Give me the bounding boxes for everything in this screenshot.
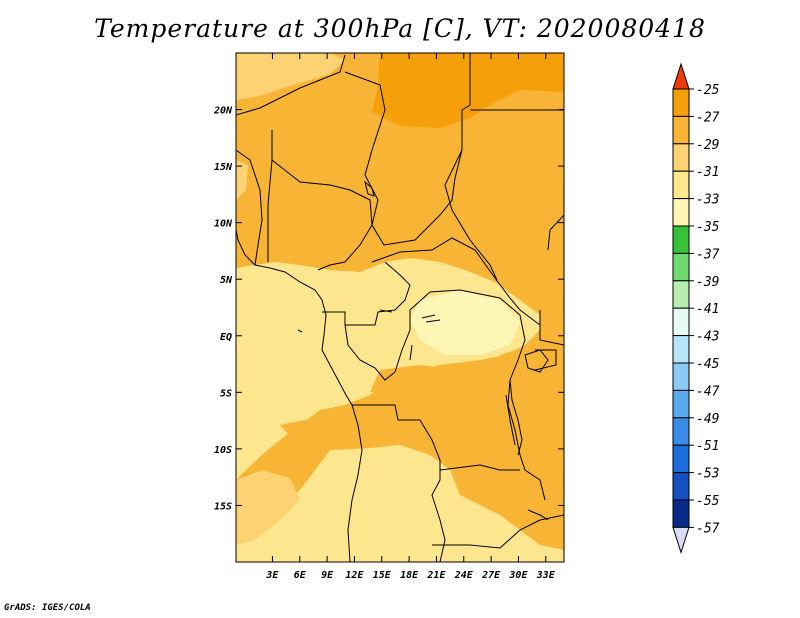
colorbar-segment <box>672 88 690 117</box>
colorbar-segment <box>672 225 690 254</box>
lake-victoria <box>524 349 549 373</box>
field-cool-southwest <box>236 470 300 545</box>
colorbar-segment <box>672 499 690 528</box>
colorbar-segment <box>672 389 690 419</box>
coastline-west <box>236 229 363 562</box>
x-axis: 3E 6E 9E 12E 15E 18E 21E 24E 27E 30E 33E <box>265 53 556 581</box>
y-tick-label: 20N <box>213 106 233 117</box>
colorbar-label: -43 <box>696 330 719 345</box>
colorbar-label: -55 <box>696 494 720 509</box>
colorbar-label: -25 <box>696 83 720 98</box>
y-axis: 20N 15N 10N 5N EQ 5S 10S 15S <box>213 106 564 512</box>
field-warm-east <box>500 335 564 480</box>
colorbar-top-arrow <box>672 62 690 90</box>
map-frame <box>235 52 565 563</box>
colorbar-segment <box>672 444 690 474</box>
colorbar-segment <box>672 170 690 200</box>
colorbar-label: -49 <box>696 412 719 427</box>
border-car <box>371 237 541 326</box>
colorbar-label: -31 <box>696 165 719 180</box>
colorbar-label: -51 <box>696 439 719 454</box>
border-sahel-north <box>236 53 471 246</box>
colorbar-bottom-arrow <box>672 526 690 555</box>
temperature-field <box>236 53 564 562</box>
colorbar-segment <box>672 198 690 227</box>
colorbar-label: -41 <box>696 302 719 317</box>
colorbar-segment <box>672 362 690 391</box>
colorbar-segment <box>672 472 690 501</box>
y-tick-label: 10N <box>214 219 233 230</box>
x-tick-label: 27E <box>481 570 501 581</box>
border-chad-sudan <box>444 109 564 281</box>
colorbar-label: -39 <box>696 275 719 290</box>
colorbar-segment <box>672 143 690 172</box>
colorbar-label: -33 <box>696 193 719 208</box>
field-warm-congo <box>370 365 480 402</box>
colorbar-label: -47 <box>696 384 720 399</box>
colorbar-segment <box>672 115 690 145</box>
y-tick-label: 15N <box>214 162 233 173</box>
border-nigeria <box>271 159 373 271</box>
x-tick-label: 30E <box>508 570 528 581</box>
colorbar: -25 -27 -29 -31 -33 -35 -37 -39 -41 -43 -45 -47 -49 -… <box>672 62 720 555</box>
y-tick-label: 15S <box>214 501 232 512</box>
x-tick-label: 12E <box>345 570 364 581</box>
field-cool-centre <box>410 290 520 355</box>
border-drc-east <box>507 314 546 501</box>
x-tick-label: 33E <box>536 570 556 581</box>
country-borders <box>236 53 564 562</box>
x-tick-label: 21E <box>426 570 446 581</box>
lake-malawi <box>527 509 549 521</box>
x-tick-label: 18E <box>400 570 419 581</box>
border-westafrica <box>236 130 273 266</box>
x-tick-label: 24E <box>454 570 474 581</box>
field-warm-mid <box>280 415 400 450</box>
colorbar-label: -57 <box>696 521 720 536</box>
coast-gulf-islands <box>297 314 441 333</box>
field-pale-northwest <box>236 53 345 100</box>
y-tick-label: 5S <box>220 388 232 399</box>
map-title: Temperature at 300hPa [C], VT: 202008041… <box>94 14 706 43</box>
colorbar-segment <box>672 280 690 309</box>
border-congo <box>344 289 521 381</box>
colorbar-label: -35 <box>696 220 720 235</box>
colorbar-segment <box>672 417 690 446</box>
colorbar-label: -29 <box>696 138 719 153</box>
colorbar-segment <box>672 252 690 282</box>
field-warm-northeast <box>470 53 564 88</box>
y-tick-label: 10S <box>214 445 232 456</box>
colorbar-label: -45 <box>696 357 720 372</box>
x-tick-label: 15E <box>373 570 392 581</box>
lake-chad <box>364 180 375 197</box>
border-angola <box>352 404 446 562</box>
field-pale-west-coast <box>236 160 248 200</box>
grads-credit: GrADS: IGES/COLA <box>4 603 91 613</box>
border-zambia <box>432 464 564 549</box>
colorbar-label: -27 <box>696 110 720 125</box>
colorbar-segment <box>672 307 690 337</box>
border-eastafrica <box>534 214 564 371</box>
lake-west-region <box>379 309 413 361</box>
field-cool-angola <box>236 440 564 562</box>
colorbar-label: -53 <box>696 467 719 482</box>
colorbar-segment <box>672 335 690 364</box>
y-tick-label: 5N <box>220 275 233 286</box>
x-tick-label: 3E <box>265 570 279 581</box>
y-tick-label: EQ <box>220 332 232 343</box>
lake-tanganyika <box>505 379 523 456</box>
x-tick-label: 9E <box>321 570 334 581</box>
colorbar-label: -37 <box>696 247 720 262</box>
x-tick-label: 6E <box>294 570 307 581</box>
